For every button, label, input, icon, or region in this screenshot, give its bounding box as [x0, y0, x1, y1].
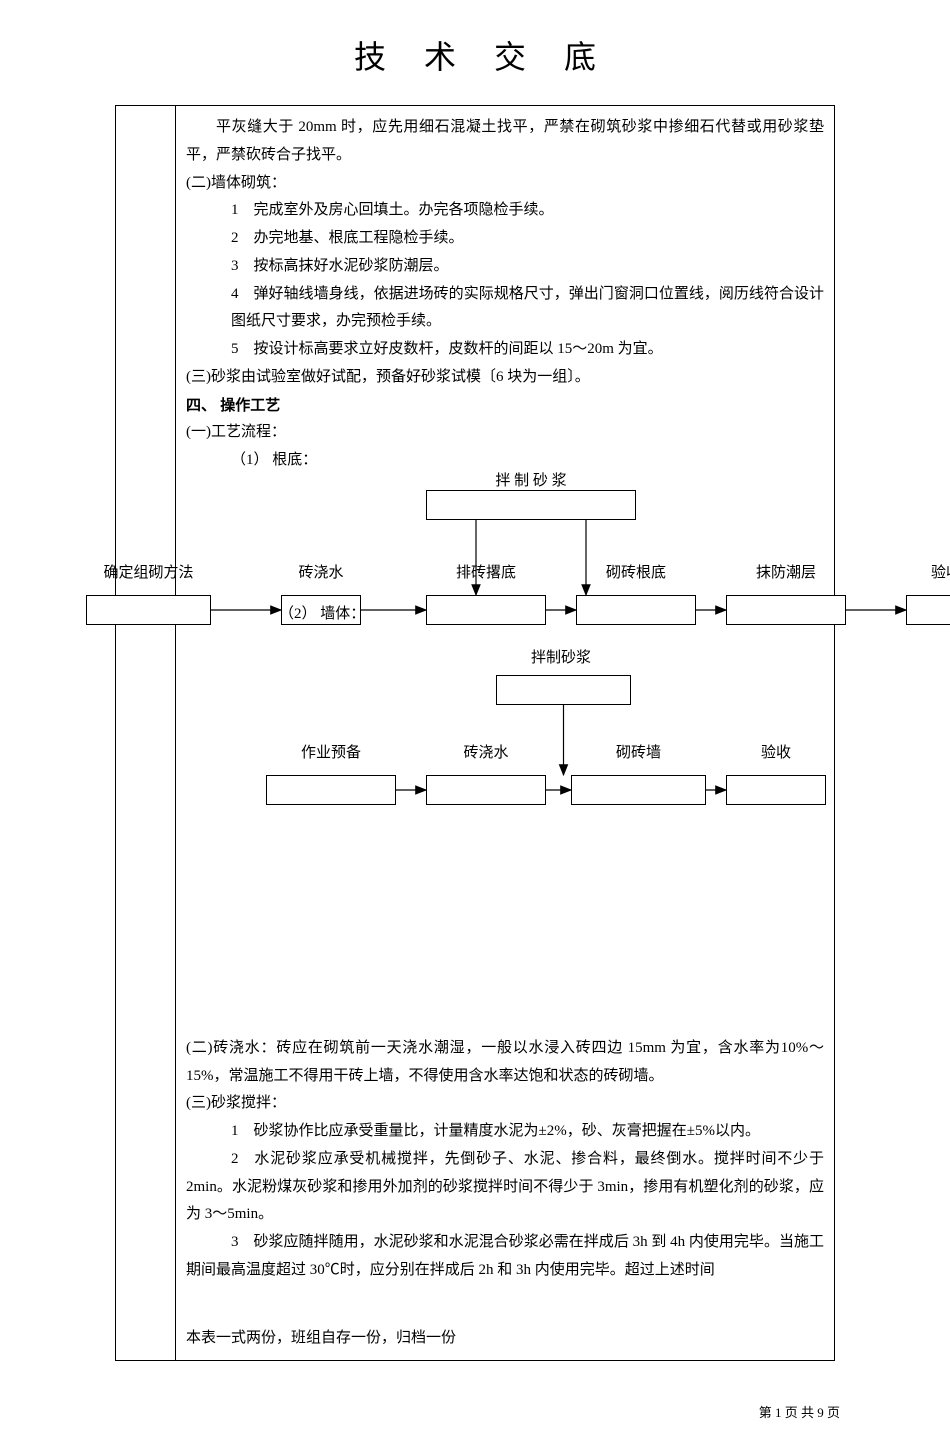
page-title: 技术交底	[0, 28, 950, 87]
para-flat-seam: 平灰缝大于 20mm 时，应先用细石混凝土找平，严禁在砌筑砂浆中掺细石代替或用砂…	[186, 114, 824, 170]
item-2-4: 4弹好轴线墙身线，依据进场砖的实际规格尺寸，弹出门窗洞口位置线，阅历线符合设计图…	[186, 281, 824, 337]
item-5-3-text: 砂浆应随拌随用，水泥砂浆和水泥混合砂浆必需在拌成后 3h 到 4h 内使用完毕。…	[186, 1234, 824, 1278]
section-2-head: (二)墙体砌筑：	[186, 170, 824, 198]
section-5-head: (三)砂浆搅拌：	[186, 1090, 824, 1118]
item-2-2-text: 办完地基、根底工程隐检手续。	[254, 230, 464, 246]
page-number: 第 1 页 共 9 页	[0, 1401, 840, 1425]
item-5-3: 3砂浆应随拌随用，水泥砂浆和水泥混合砂浆必需在拌成后 3h 到 4h 内使用完毕…	[186, 1229, 824, 1285]
section-3: (三)砂浆由试验室做好试配，预备好砂浆试模〔6 块为一组〕。	[186, 364, 824, 392]
item-2-1-text: 完成室外及房心回填土。办完各项隐检手续。	[254, 202, 554, 218]
item-2-1: 1完成室外及房心回填土。办完各项隐检手续。	[186, 197, 824, 225]
body-cell: 平灰缝大于 20mm 时，应先用细石混凝土找平，严禁在砌筑砂浆中掺细石代替或用砂…	[176, 106, 835, 1361]
heading-4-text: 操作工艺	[220, 397, 280, 414]
item-2-3: 3按标高抹好水泥砂浆防潮层。	[186, 253, 824, 281]
item-5-1: 1砂浆协作比应承受重量比，计量精度水泥为±2%，砂、灰膏把握在±5%以内。	[186, 1118, 824, 1146]
heading-4: 四、 操作工艺	[186, 392, 824, 420]
process-flow-diagram: 拌 制 砂 浆确定组砌方法砖浇水排砖撂底砌砖根底抹防潮层验收（2） 墙体：拌制砂…	[116, 475, 944, 1035]
item-2-4-text: 弹好轴线墙身线，依据进场砖的实际规格尺寸，弹出门窗洞口位置线，阅历线符合设计图纸…	[231, 286, 824, 330]
heading-4-num: 四、	[186, 397, 216, 414]
item-5-1-text: 砂浆协作比应承受重量比，计量精度水泥为±2%，砂、灰膏把握在±5%以内。	[254, 1123, 760, 1139]
item-2-3-text: 按标高抹好水泥砂浆防潮层。	[254, 258, 449, 274]
section-4-1: (一)工艺流程：	[186, 419, 824, 447]
item-2-5: 5按设计标高要求立好皮数杆，皮数杆的间距以 15～20m 为宜。	[186, 336, 824, 364]
item-2-5-text: 按设计标高要求立好皮数杆，皮数杆的间距以 15～20m 为宜。	[254, 341, 663, 357]
item-5-2: 2水泥砂浆应承受机械搅拌，先倒砂子、水泥、掺合料，最终倒水。搅拌时间不少于 2m…	[186, 1146, 824, 1229]
footer-note: 本表一式两份，班组自存一份，归档一份	[186, 1325, 824, 1353]
content-frame: 平灰缝大于 20mm 时，应先用细石混凝土找平，严禁在砌筑砂浆中掺细石代替或用砂…	[115, 105, 835, 1361]
item-2-2: 2办完地基、根底工程隐检手续。	[186, 225, 824, 253]
para-brick-water: (二)砖浇水：砖应在砌筑前一天浇水潮湿，一般以水浸入砖四边 15mm 为宜，含水…	[186, 1035, 824, 1091]
item-5-2-text: 水泥砂浆应承受机械搅拌，先倒砂子、水泥、掺合料，最终倒水。搅拌时间不少于 2mi…	[186, 1151, 824, 1223]
